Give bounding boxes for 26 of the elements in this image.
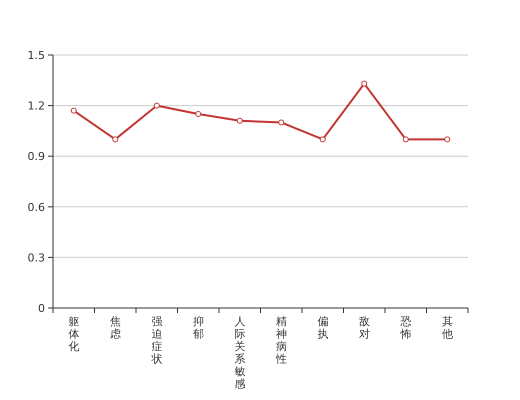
y-tick-label: 0.9: [28, 150, 45, 164]
point: [278, 119, 284, 126]
x-tick-label: 恐怖: [399, 315, 412, 340]
x-tick-label: 其他: [442, 315, 453, 340]
y-tick-label: 0.6: [28, 200, 45, 214]
x-tick-label: 强迫症状: [150, 315, 162, 366]
y-tick-label: 0.3: [28, 251, 45, 264]
x-tick-label: 人际关系敏感: [234, 315, 246, 390]
point: [444, 136, 450, 142]
y-tick-label: 0: [38, 302, 45, 315]
point: [112, 136, 118, 142]
point: [402, 136, 409, 142]
x-tick-label: 偏执: [317, 315, 328, 340]
point: [236, 118, 243, 124]
point: [154, 102, 160, 109]
point: [361, 80, 368, 87]
y-tick-label: 1.5: [28, 49, 45, 62]
x-tick-label: 敌对: [358, 315, 370, 340]
point: [320, 136, 326, 142]
x-tick-label: 抑郁: [192, 315, 204, 340]
x-tick-label: 躯体化: [68, 315, 80, 353]
point: [195, 111, 202, 118]
x-tick-label: 精神病性: [274, 315, 287, 366]
point: [70, 108, 77, 114]
x-tick-label: 焦虑: [110, 315, 121, 340]
y-tick-label: 1.2: [28, 100, 45, 113]
